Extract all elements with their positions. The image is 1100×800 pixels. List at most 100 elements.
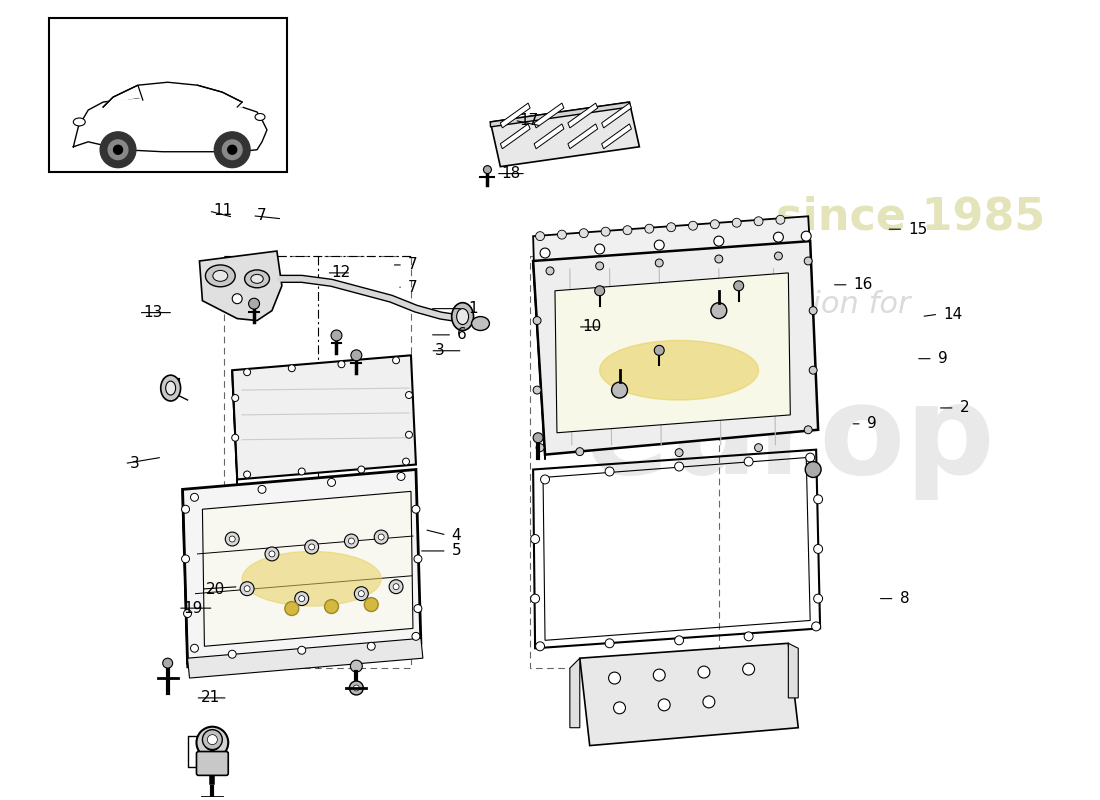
Circle shape (484, 166, 492, 174)
Text: since 1985: since 1985 (776, 196, 1045, 238)
Circle shape (674, 462, 683, 471)
FancyBboxPatch shape (197, 751, 229, 775)
Circle shape (331, 330, 342, 341)
Circle shape (182, 506, 189, 514)
Circle shape (645, 224, 653, 233)
Circle shape (214, 132, 250, 168)
Circle shape (804, 426, 812, 434)
Circle shape (228, 146, 236, 154)
Circle shape (546, 267, 554, 275)
Circle shape (309, 544, 315, 550)
Polygon shape (74, 95, 267, 152)
Circle shape (298, 468, 305, 475)
Circle shape (534, 317, 541, 325)
Circle shape (100, 132, 136, 168)
Text: 5: 5 (452, 543, 461, 558)
Text: 3: 3 (436, 343, 446, 358)
Circle shape (232, 434, 239, 442)
Circle shape (202, 730, 222, 750)
Circle shape (601, 227, 610, 236)
Polygon shape (183, 490, 187, 668)
Circle shape (675, 449, 683, 457)
Polygon shape (199, 251, 282, 321)
Circle shape (608, 672, 620, 684)
Ellipse shape (166, 381, 176, 395)
Polygon shape (568, 103, 597, 128)
Circle shape (605, 639, 614, 648)
Polygon shape (535, 103, 564, 128)
Text: 7: 7 (257, 208, 267, 223)
Text: 21: 21 (200, 690, 220, 706)
Circle shape (733, 218, 741, 227)
Circle shape (393, 584, 399, 590)
Circle shape (403, 458, 409, 465)
Circle shape (240, 582, 254, 596)
Circle shape (229, 536, 235, 542)
Circle shape (534, 433, 543, 442)
Circle shape (338, 361, 345, 368)
Circle shape (354, 586, 368, 601)
Circle shape (406, 391, 412, 398)
Circle shape (774, 252, 782, 260)
Circle shape (364, 598, 378, 611)
Text: 13: 13 (144, 305, 163, 320)
Polygon shape (602, 124, 631, 149)
Polygon shape (534, 216, 811, 271)
Ellipse shape (452, 302, 473, 330)
Circle shape (397, 473, 405, 481)
Circle shape (249, 298, 260, 309)
Polygon shape (187, 638, 422, 678)
Circle shape (805, 462, 821, 478)
Circle shape (190, 644, 198, 652)
Circle shape (222, 140, 242, 159)
Polygon shape (103, 82, 242, 107)
Circle shape (656, 259, 663, 267)
Ellipse shape (244, 270, 270, 288)
Circle shape (374, 530, 388, 544)
Circle shape (536, 444, 544, 452)
Circle shape (244, 586, 250, 592)
Circle shape (689, 222, 697, 230)
Circle shape (358, 466, 365, 473)
Circle shape (406, 431, 412, 438)
Ellipse shape (255, 114, 265, 121)
Polygon shape (500, 103, 530, 128)
Circle shape (773, 232, 783, 242)
Circle shape (674, 636, 683, 645)
Ellipse shape (213, 270, 228, 282)
Circle shape (805, 453, 815, 462)
Circle shape (530, 594, 540, 603)
Circle shape (305, 540, 319, 554)
Polygon shape (534, 261, 544, 459)
Circle shape (243, 471, 251, 478)
Circle shape (810, 366, 817, 374)
Polygon shape (570, 658, 580, 728)
Polygon shape (535, 124, 564, 149)
Polygon shape (491, 102, 639, 166)
Circle shape (324, 600, 339, 614)
FancyBboxPatch shape (48, 18, 287, 171)
Circle shape (711, 220, 719, 229)
Circle shape (653, 669, 666, 681)
Circle shape (776, 215, 785, 224)
Circle shape (298, 646, 306, 654)
Text: 9: 9 (867, 416, 877, 431)
Ellipse shape (242, 551, 382, 606)
Circle shape (658, 699, 670, 711)
Circle shape (530, 534, 540, 543)
Text: 12: 12 (331, 266, 351, 280)
Circle shape (243, 369, 251, 376)
Circle shape (295, 592, 309, 606)
Circle shape (163, 658, 173, 668)
Polygon shape (789, 643, 799, 698)
Circle shape (229, 650, 236, 658)
Circle shape (190, 494, 198, 502)
Polygon shape (183, 470, 421, 663)
Polygon shape (556, 273, 790, 433)
Circle shape (814, 545, 823, 554)
Circle shape (232, 394, 239, 402)
Circle shape (755, 444, 762, 452)
Circle shape (667, 222, 675, 232)
Text: 10: 10 (583, 319, 602, 334)
Circle shape (596, 262, 604, 270)
